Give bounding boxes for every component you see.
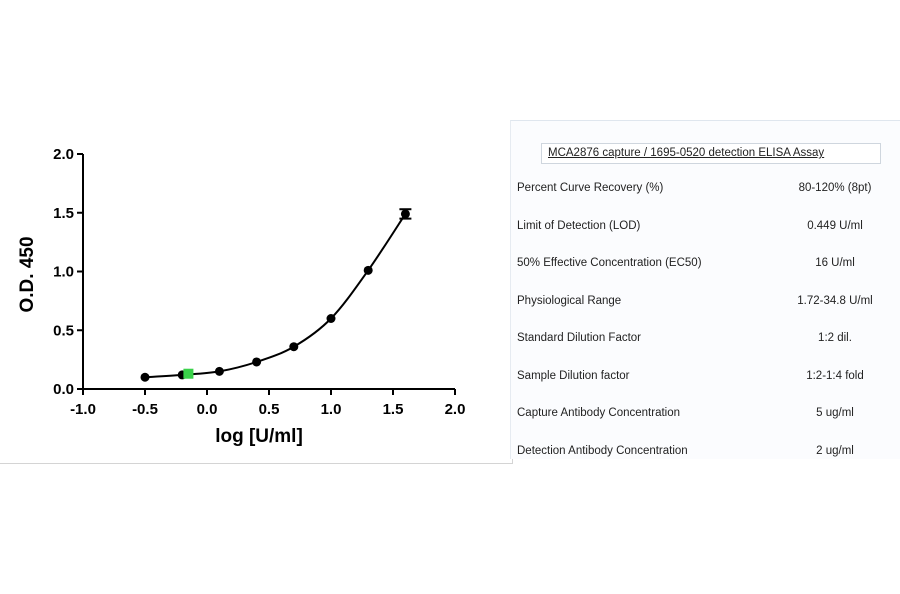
y-axis-title: O.D. 450 (17, 236, 38, 312)
table-row: Limit of Detection (LOD) 0.449 U/ml (517, 216, 897, 236)
table-row: Standard Dilution Factor 1:2 dil. (517, 328, 897, 348)
x-tick-label: 1.5 (383, 401, 404, 418)
table-row: 50% Effective Concentration (EC50) 16 U/m… (517, 253, 897, 273)
table-row: Capture Antibody Concentration 5 ug/ml (517, 403, 897, 423)
table-value-cell: 0.449 U/ml (807, 220, 863, 232)
dose-response-chart: -1.0 -0.5 0.0 0.5 1.0 1.5 2.0 0.0 0.5 1.0 1.5 2.0 lo… (17, 146, 466, 447)
table-row: Detection Antibody Concentration 2 ug/ml (517, 441, 897, 461)
table-value-cell: 1:2 dil. (818, 332, 852, 344)
fitted-curve (144, 213, 407, 379)
y-tick-label: 2.0 (53, 146, 74, 163)
data-point (363, 265, 373, 275)
table-param-cell: Standard Dilution Factor (517, 332, 642, 344)
table-value-cell: 5 ug/ml (816, 407, 854, 419)
assay-table: MCA2876 capture / 1695-0520 detection EL… (510, 120, 900, 459)
data-point (252, 357, 262, 367)
table-value-cell: 1.72-34.8 U/ml (797, 295, 873, 307)
x-tick-label: 1.0 (321, 401, 342, 418)
table-row: Percent Curve Recovery (%) 80-120% (8pt) (517, 178, 897, 198)
table-row: Sample Dilution factor 1:2-1:4 fold (517, 366, 897, 386)
data-point (289, 342, 299, 352)
table-value-cell: 16 U/ml (815, 257, 855, 269)
data-point (400, 209, 410, 219)
table-row: Physiological Range 1.72-34.8 U/ml (517, 291, 897, 311)
y-tick-label: 1.5 (53, 205, 74, 222)
table-param-cell: Detection Antibody Concentration (517, 445, 688, 457)
y-tick-label: 1.0 (53, 264, 74, 281)
highlight-marker (183, 368, 194, 379)
table-param-cell: Capture Antibody Concentration (517, 407, 681, 419)
x-tick-label: 0.0 (197, 401, 218, 418)
table-param-cell: Physiological Range (517, 295, 622, 307)
table-param-cell: Sample Dilution factor (517, 370, 630, 382)
table-value-cell: 1:2-1:4 fold (806, 370, 864, 382)
table-title: MCA2876 capture / 1695-0520 detection EL… (541, 143, 881, 164)
x-axis-title: log [U/ml] (215, 426, 303, 447)
data-point (326, 314, 336, 323)
chart-panel: -1.0 -0.5 0.0 0.5 1.0 1.5 2.0 0.0 0.5 1.0 1.5 2.0 lo… (0, 120, 513, 464)
x-tick-label: 2.0 (445, 401, 466, 418)
table-value-cell: 2 ug/ml (816, 445, 854, 457)
x-tick-label: -1.0 (70, 401, 96, 418)
table-param-cell: 50% Effective Concentration (EC50) (517, 257, 702, 269)
table-param-cell: Limit of Detection (LOD) (517, 220, 641, 232)
y-tick-label: 0.5 (53, 322, 74, 339)
table-param-cell: Percent Curve Recovery (%) (517, 182, 664, 194)
data-point (214, 366, 224, 376)
y-tick-label: 0.0 (53, 381, 74, 398)
data-point (140, 372, 150, 382)
table-value-cell: 80-120% (8pt) (798, 182, 872, 194)
x-tick-label: 0.5 (259, 401, 280, 418)
x-tick-label: -0.5 (132, 401, 158, 418)
